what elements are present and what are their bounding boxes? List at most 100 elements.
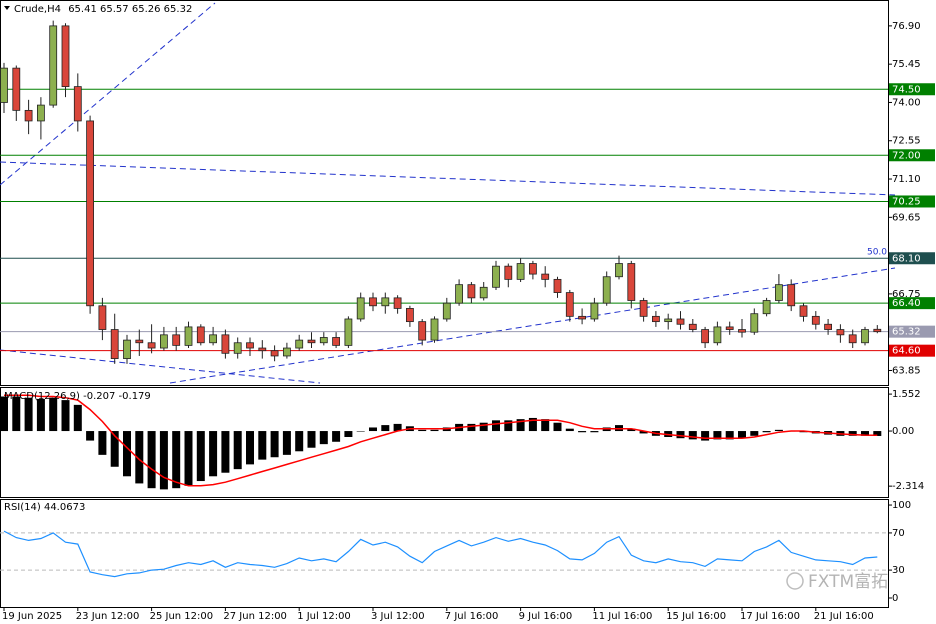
low-value: 65.26 xyxy=(132,4,161,15)
price-level-label: 72.00 xyxy=(892,150,921,161)
macd-bar xyxy=(135,431,144,484)
macd-bar xyxy=(738,431,746,439)
candle-body xyxy=(246,342,254,349)
candle-body xyxy=(750,313,759,333)
close-value: 65.32 xyxy=(164,4,193,15)
panel-frames xyxy=(0,0,889,608)
candle-body xyxy=(282,347,291,357)
trend-lines xyxy=(0,2,896,384)
y-tick-label: 74.00 xyxy=(892,97,921,108)
x-tick-label: 1 Jul 12:00 xyxy=(297,611,351,622)
x-tick-label: 11 Jul 16:00 xyxy=(592,611,652,622)
candle-body xyxy=(664,318,673,323)
macd-bar xyxy=(873,431,882,436)
candle-body xyxy=(73,86,82,122)
y-tick-label: -2.314 xyxy=(892,481,924,492)
candle-body xyxy=(110,329,119,359)
y-tick-label: 63.85 xyxy=(892,365,921,376)
price-level-tag xyxy=(889,297,935,310)
high-value: 65.57 xyxy=(100,4,129,15)
macd-bar xyxy=(676,431,685,439)
trend-line xyxy=(0,349,321,384)
macd-bar xyxy=(369,427,377,432)
macd-bar xyxy=(98,431,107,455)
price-level-label: 65.32 xyxy=(892,327,921,338)
macd-bar xyxy=(233,431,242,470)
candle-body xyxy=(123,339,131,359)
candle-body xyxy=(725,326,734,330)
macd-bar xyxy=(430,429,439,432)
macd-bar xyxy=(61,400,70,432)
macd-bar xyxy=(282,431,291,455)
macd-bar xyxy=(639,431,648,434)
candle-body xyxy=(405,308,414,323)
candle-body xyxy=(824,323,832,330)
candle-body xyxy=(713,326,722,344)
candle-body xyxy=(553,278,562,293)
y-tick-label: 30 xyxy=(892,565,905,576)
macd-bar xyxy=(172,431,181,489)
candle-body xyxy=(701,329,709,344)
macd-bar xyxy=(590,431,599,433)
candle-body xyxy=(492,265,500,288)
macd-bar xyxy=(36,398,45,432)
candle-body xyxy=(873,328,882,333)
macd-bar xyxy=(270,431,279,458)
candle-body xyxy=(37,104,45,122)
macd-bar xyxy=(528,417,537,432)
macd-panel-frame xyxy=(0,387,889,498)
candle-body xyxy=(529,263,537,275)
candle-body xyxy=(775,284,783,301)
price-level-tag xyxy=(889,195,935,208)
macd-bar xyxy=(196,431,205,482)
candle-body xyxy=(0,67,8,103)
candle-body xyxy=(172,334,181,346)
macd-bar xyxy=(565,428,574,432)
trend-line xyxy=(169,267,896,384)
fib-label: 50.0 xyxy=(867,248,887,258)
macd-bar xyxy=(356,431,365,432)
candle-body xyxy=(221,334,230,354)
watermark: FXTM富拓 xyxy=(786,572,888,592)
macd-bar xyxy=(319,431,328,445)
y-tick-label: 69.65 xyxy=(892,212,921,223)
candle-body xyxy=(307,339,316,344)
macd-bar xyxy=(516,419,525,432)
x-tick-label: 9 Jul 16:00 xyxy=(519,611,573,622)
y-tick-label: 75.45 xyxy=(892,59,921,70)
macd-bar xyxy=(307,431,316,448)
y-tick-label: 0.00 xyxy=(892,426,914,437)
macd-bar xyxy=(504,420,513,432)
x-tick-label: 15 Jul 16:00 xyxy=(666,611,726,622)
candle-body xyxy=(381,297,390,307)
open-value: 65.41 xyxy=(68,4,97,15)
price-level-label: 64.60 xyxy=(892,346,921,357)
x-tick-label: 27 Jun 12:00 xyxy=(223,611,287,622)
macd-bar xyxy=(24,397,33,432)
candle-body xyxy=(270,350,279,357)
macd-bar xyxy=(12,396,21,432)
candle-body xyxy=(12,67,21,111)
candle-body xyxy=(639,300,648,317)
signal-line xyxy=(4,394,878,487)
macd-bar xyxy=(688,431,697,440)
macd-bar xyxy=(221,431,230,473)
price-level-tag xyxy=(889,325,935,338)
y-tick-label: 66.75 xyxy=(892,289,921,300)
candle-body xyxy=(184,326,193,346)
macd-bar xyxy=(258,431,267,460)
candle-body xyxy=(578,315,586,320)
candle-body xyxy=(295,339,304,349)
candle-body xyxy=(332,337,341,346)
candle-body xyxy=(504,265,513,280)
x-tick-label: 17 Jul 16:00 xyxy=(740,611,800,622)
candle-body xyxy=(652,315,660,323)
menu-arrow xyxy=(4,6,10,10)
macd-bar xyxy=(209,431,218,477)
price-level-label: 74.50 xyxy=(892,84,921,95)
macd-bar xyxy=(553,422,562,432)
macd-bar xyxy=(184,431,193,486)
price-level-label: 68.10 xyxy=(892,253,921,264)
